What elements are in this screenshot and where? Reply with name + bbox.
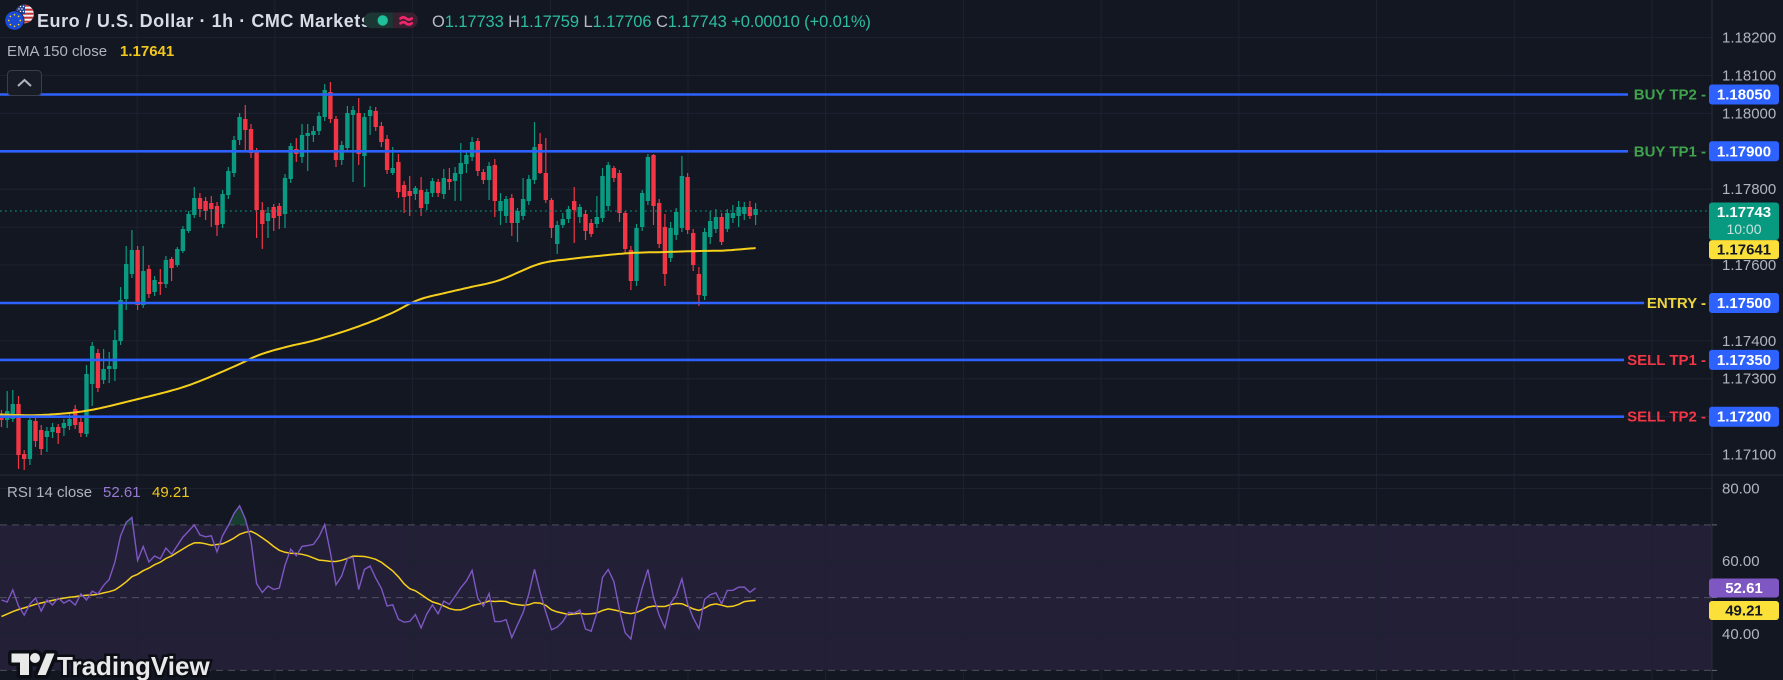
svg-text:40.00: 40.00 [1722, 626, 1760, 643]
svg-text:10:00: 10:00 [1726, 221, 1761, 237]
svg-text:O1.17733 H1.17759 L1.17706 C1.: O1.17733 H1.17759 L1.17706 C1.17743 +0.0… [432, 13, 871, 31]
svg-text:1.18200: 1.18200 [1722, 30, 1776, 47]
svg-text:1.17350: 1.17350 [1717, 352, 1771, 369]
svg-text:1.17100: 1.17100 [1722, 447, 1776, 464]
svg-text:ENTRY -: ENTRY - [1647, 295, 1706, 312]
svg-text:1.17500: 1.17500 [1717, 295, 1771, 312]
svg-text:1.17900: 1.17900 [1717, 143, 1771, 160]
svg-text:SELL TP1 -: SELL TP1 - [1627, 352, 1706, 369]
svg-text:EMA 150 close: EMA 150 close [7, 43, 107, 60]
svg-text:RSI 14 close: RSI 14 close [7, 484, 92, 501]
svg-text:1.17400: 1.17400 [1722, 333, 1776, 350]
svg-text:1.17641: 1.17641 [1717, 242, 1771, 259]
svg-text:BUY TP2 -: BUY TP2 - [1634, 87, 1706, 104]
svg-text:TradingView: TradingView [57, 651, 210, 680]
svg-text:1.17200: 1.17200 [1717, 409, 1771, 426]
svg-text:1.18050: 1.18050 [1717, 87, 1771, 104]
svg-text:49.21: 49.21 [152, 484, 190, 501]
svg-text:1.17743: 1.17743 [1717, 204, 1771, 221]
svg-text:60.00: 60.00 [1722, 553, 1760, 570]
svg-text:80.00: 80.00 [1722, 481, 1760, 498]
svg-text:SELL TP2 -: SELL TP2 - [1627, 409, 1706, 426]
svg-text:1.17641: 1.17641 [120, 43, 174, 60]
svg-text:1.17300: 1.17300 [1722, 371, 1776, 388]
svg-text:49.21: 49.21 [1725, 603, 1763, 620]
svg-text:BUY TP1 -: BUY TP1 - [1634, 143, 1706, 160]
svg-text:Euro / U.S. Dollar · 1h · CMC: Euro / U.S. Dollar · 1h · CMC Markets [37, 11, 371, 31]
svg-text:52.61: 52.61 [103, 484, 141, 501]
svg-text:1.18000: 1.18000 [1722, 105, 1776, 122]
svg-text:1.17800: 1.17800 [1722, 181, 1776, 198]
svg-text:52.61: 52.61 [1725, 580, 1763, 597]
svg-text:1.18100: 1.18100 [1722, 68, 1776, 85]
svg-text:1.17600: 1.17600 [1722, 257, 1776, 274]
